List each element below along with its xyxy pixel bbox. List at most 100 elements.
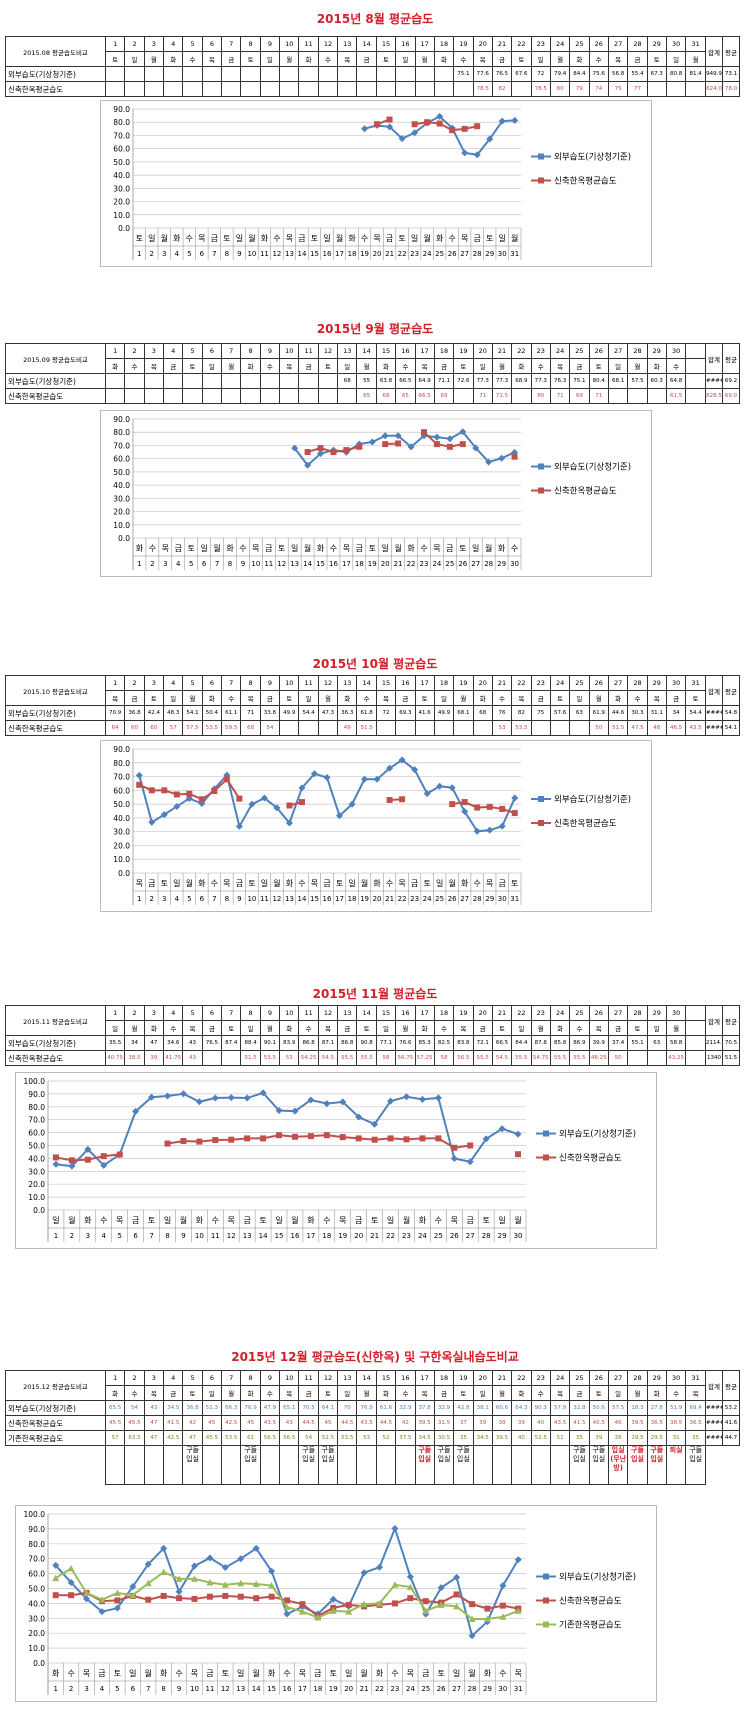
value-cell: 76.5 [491, 66, 513, 82]
value-cell: 43.5 [685, 720, 706, 736]
outdoor-row: 외부습도(기상청기준) 68 55 63.8 66.5 64.9 71.1 72.6 77.3 7… [5, 373, 740, 389]
section-title: 2015년 8월 평균습도 [316, 12, 434, 26]
outdoor-point [381, 432, 389, 440]
value-cell: 72.1 [472, 1035, 493, 1051]
day-number: 13 [337, 675, 358, 691]
day-number: 12 [317, 675, 339, 691]
sum-cell: ##### [705, 705, 723, 721]
outdoor-point [436, 112, 444, 120]
day-number: 11 [298, 675, 319, 691]
new-point [186, 790, 193, 797]
day-number: 28 [627, 343, 648, 359]
x-weekday-label: 금 [243, 1216, 250, 1225]
x-day-label: 16 [323, 895, 332, 903]
x-day-label: 10 [247, 250, 256, 258]
value-cell: 56.5 [279, 1430, 300, 1446]
annotation-cell [395, 1445, 416, 1485]
day-number: 19 [453, 1370, 474, 1386]
humidity-table: 2015.11 평균습도비교 1 2 3 4 5 6 7 8 9 10 11 12 13 14 15 16 17 1… [5, 1005, 740, 1066]
outdoor-point [466, 1158, 474, 1166]
outdoor-point [329, 1595, 337, 1603]
new-point [212, 1137, 219, 1144]
value-cell: 63.8 [375, 373, 397, 389]
x-weekday-label: 토 [222, 1669, 229, 1678]
x-day-label: 18 [355, 560, 364, 568]
weekday: 토 [240, 51, 261, 67]
x-day-label: 20 [344, 1685, 353, 1693]
weekday: 월 [317, 690, 339, 706]
x-day-label: 25 [445, 560, 454, 568]
annotation-cell [201, 1445, 223, 1485]
annotation-cell [163, 1445, 184, 1485]
day-number: 24 [549, 36, 571, 52]
outdoor-point [355, 1113, 363, 1121]
weekday: 일 [607, 1385, 629, 1401]
outdoor-point [499, 1582, 507, 1590]
x-day-label: 6 [202, 560, 207, 568]
day-number: 21 [491, 343, 513, 359]
new-point [451, 1144, 458, 1151]
x-weekday-label: 토 [369, 544, 376, 553]
x-weekday-label: 화 [160, 1669, 168, 1678]
value-cell: 83.9 [279, 1035, 300, 1051]
old-point [221, 1581, 229, 1588]
line-chart: 0.0 10.0 20.0 30.0 40.0 50.0 60.0 70.0 80.0 90.0 화… [100, 410, 652, 577]
section-title: 2015년 9월 평균습도 [316, 322, 434, 336]
x-day-label: 20 [373, 895, 382, 903]
day-number: 7 [221, 1005, 242, 1021]
value-cell: 36.8 [182, 1400, 203, 1416]
x-weekday-label: 화 [376, 1669, 384, 1678]
x-weekday-label: 수 [212, 1216, 219, 1225]
day-number: 28 [627, 1370, 648, 1386]
new-point [284, 1597, 290, 1604]
x-day-label: 5 [115, 1685, 119, 1693]
value-cell: 80 [530, 388, 551, 404]
x-day-label: 6 [131, 1685, 136, 1693]
old-point [329, 1607, 337, 1614]
value-cell [414, 81, 435, 97]
outdoor-point [252, 1544, 260, 1552]
x-weekday-label: 화 [348, 234, 356, 243]
x-weekday-label: 월 [68, 1215, 75, 1225]
day-number: 9 [259, 1370, 281, 1386]
value-cell [453, 388, 474, 404]
x-day-label: 11 [260, 895, 269, 903]
value-cell: 68.1 [453, 705, 474, 721]
x-weekday-label: 월 [485, 543, 492, 553]
old-point [406, 1583, 414, 1591]
weekday: 토 [143, 690, 165, 706]
y-tick-label: 60.0 [113, 455, 130, 464]
new-point [148, 787, 155, 794]
outdoor-point [100, 1161, 108, 1169]
new-point [355, 1135, 362, 1142]
outdoor-point [98, 1608, 106, 1616]
value-cell: 43.5 [549, 1415, 571, 1431]
new-point [260, 1135, 267, 1142]
new-point [374, 121, 381, 128]
day-number: 16 [395, 1005, 416, 1021]
value-cell: 74 [588, 81, 609, 97]
y-tick-label: 30.0 [113, 184, 130, 193]
outdoor-point [190, 1562, 198, 1570]
weekday: 수 [453, 51, 474, 67]
value-cell: 75.1 [453, 66, 474, 82]
x-day-label: 7 [149, 1232, 153, 1240]
outdoor-point [446, 435, 454, 443]
day-number: 1 [104, 1005, 126, 1021]
value-cell [163, 373, 184, 389]
value-cell: 68 [472, 705, 493, 721]
outdoor-point [211, 1094, 219, 1102]
outdoor-point [175, 1588, 183, 1596]
day-number: 22 [511, 343, 532, 359]
value-cell: 71 [472, 388, 493, 404]
value-cell: 55.5 [337, 1050, 358, 1066]
x-weekday-label: 토 [371, 1216, 378, 1225]
outdoor-point [307, 1096, 315, 1104]
value-cell: 77.3 [472, 373, 493, 389]
value-cell [317, 720, 339, 736]
value-cell [163, 81, 184, 97]
legend-label: 외부습도(기상청기준) [554, 152, 631, 163]
day-number: 31 [685, 675, 706, 691]
humidity-table: 2015.08 평균습도비교 1 2 3 4 5 6 7 8 9 10 11 12 13 14 15 16 17 1… [5, 36, 740, 97]
x-day-label: 23 [410, 250, 419, 258]
